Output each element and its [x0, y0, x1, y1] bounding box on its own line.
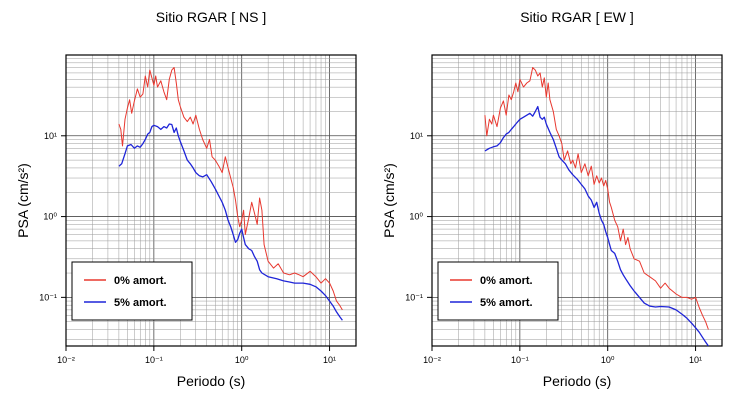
- x-ticks: [431, 346, 697, 351]
- legend-label: 0% amort.: [480, 275, 533, 287]
- series-line-5pct: [484, 105, 709, 347]
- legend-label: 5% amort.: [114, 297, 167, 309]
- x-axis-label: Periodo (s): [177, 373, 245, 389]
- series-line-0pct: [484, 67, 709, 330]
- y-axis-label: PSA (cm/s²): [15, 163, 31, 238]
- x-tick-label: 10⁰: [235, 355, 249, 365]
- y-axis-label: PSA (cm/s²): [381, 163, 397, 238]
- chart-panel-ns: 10⁻² 10⁻¹ 10⁰ 10¹ 10⁻¹ 10⁰ 10¹ Sitio RGAR [ NS …: [15, 9, 357, 389]
- legend: 0% amort. 5% amort.: [71, 261, 193, 321]
- legend: 0% amort. 5% amort.: [437, 261, 559, 321]
- plot-frame: [431, 54, 723, 347]
- x-tick-label: 10⁻¹: [511, 355, 529, 365]
- chart-panel-ew: 10⁻² 10⁻¹ 10⁰ 10¹ 10⁻¹ 10⁰ 10¹ Sitio RGAR [ EW …: [381, 9, 723, 389]
- y-tick-label: 10¹: [410, 131, 423, 141]
- series-line-5pct: [118, 123, 343, 321]
- plot-frame: [65, 54, 357, 347]
- x-ticks: [65, 346, 331, 351]
- x-tick-label: 10⁻¹: [145, 355, 163, 365]
- x-tick-label: 10⁰: [601, 355, 615, 365]
- chart-title: Sitio RGAR [ NS ]: [156, 9, 266, 25]
- y-ticks: [61, 135, 66, 298]
- x-tick-label: 10⁻²: [423, 355, 441, 365]
- legend-label: 5% amort.: [480, 297, 533, 309]
- x-axis-label: Periodo (s): [543, 373, 611, 389]
- y-tick-label: 10¹: [44, 131, 57, 141]
- y-tick-label: 10⁻¹: [405, 292, 423, 302]
- legend-box: [437, 261, 559, 321]
- chart-title: Sitio RGAR [ EW ]: [520, 9, 634, 25]
- x-tick-label: 10¹: [323, 355, 336, 365]
- y-tick-label: 10⁻¹: [39, 292, 57, 302]
- x-tick-label: 10⁻²: [57, 355, 75, 365]
- y-tick-label: 10⁰: [43, 212, 57, 222]
- y-grid: [432, 58, 722, 340]
- series-line-0pct: [118, 67, 343, 311]
- legend-box: [71, 261, 193, 321]
- y-ticks: [427, 135, 432, 298]
- legend-label: 0% amort.: [114, 275, 167, 287]
- y-tick-label: 10⁰: [409, 212, 423, 222]
- x-tick-label: 10¹: [689, 355, 702, 365]
